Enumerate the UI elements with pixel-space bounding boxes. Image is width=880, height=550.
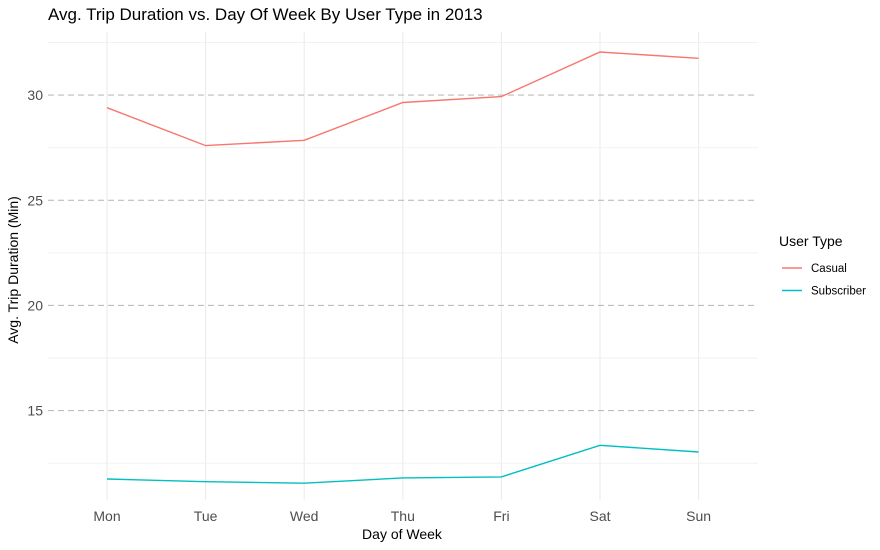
x-tick-label: Sun xyxy=(686,508,711,524)
legend: User Type Casual Subscriber xyxy=(779,233,866,298)
legend-label-subscriber: Subscriber xyxy=(811,286,866,298)
y-tick-label: 20 xyxy=(27,297,43,313)
y-tick-label: 30 xyxy=(27,87,43,103)
y-tick-label: 25 xyxy=(27,192,43,208)
x-tick-label: Thu xyxy=(391,508,415,524)
series-line-casual xyxy=(106,51,699,147)
x-tick-label: Tue xyxy=(194,508,218,524)
y-tick-label: 15 xyxy=(27,403,43,419)
grid xyxy=(48,32,758,500)
x-axis-ticks: Mon Tue Wed Thu Fri Sat Sun xyxy=(93,508,711,524)
x-axis-title: Day of Week xyxy=(362,526,443,542)
y-axis-ticks: 15 20 25 30 xyxy=(27,87,43,419)
legend-title: User Type xyxy=(779,233,843,249)
chart-title: Avg. Trip Duration vs. Day Of Week By Us… xyxy=(48,5,483,24)
x-tick-label: Wed xyxy=(290,508,319,524)
y-axis-title: Avg. Trip Duration (Min) xyxy=(5,196,21,344)
series-lines xyxy=(106,51,699,484)
series-line-subscriber xyxy=(106,444,699,484)
x-tick-label: Mon xyxy=(93,508,120,524)
x-tick-label: Fri xyxy=(493,508,509,524)
x-tick-label: Sat xyxy=(589,508,610,524)
legend-items: Casual Subscriber xyxy=(782,263,866,298)
legend-label-casual: Casual xyxy=(811,263,847,275)
